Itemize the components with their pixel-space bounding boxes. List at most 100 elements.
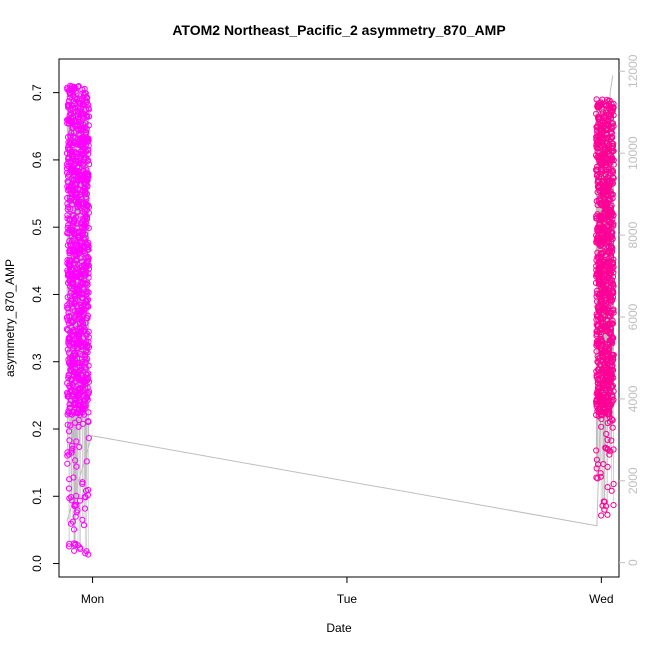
data-point xyxy=(609,174,617,181)
data-point xyxy=(85,409,92,416)
data-point xyxy=(610,306,617,313)
right-axis-trend-line xyxy=(66,75,614,527)
data-point xyxy=(604,463,611,470)
data-point xyxy=(605,304,612,311)
data-point xyxy=(598,415,605,423)
data-point xyxy=(84,396,91,403)
data-point xyxy=(74,203,82,210)
x-axis: Mon Tue Wed xyxy=(81,577,614,606)
data-point xyxy=(604,484,611,491)
data-point xyxy=(68,318,75,325)
data-point xyxy=(606,451,613,458)
data-point xyxy=(610,140,617,147)
data-point xyxy=(83,280,90,287)
data-point xyxy=(64,452,71,459)
data-point xyxy=(609,417,616,424)
y-left-tick-label: 0.3 xyxy=(30,353,44,370)
data-point xyxy=(70,526,78,533)
x-tick-label: Wed xyxy=(589,592,613,606)
data-point xyxy=(85,255,92,262)
data-point xyxy=(602,503,610,510)
data-point xyxy=(82,231,89,238)
y-left-tick-label: 0.0 xyxy=(30,555,44,572)
data-point xyxy=(608,487,615,494)
data-point xyxy=(81,505,89,512)
data-point xyxy=(85,106,93,113)
data-point xyxy=(610,123,617,130)
data-point xyxy=(78,365,85,372)
data-point xyxy=(84,296,92,303)
data-point xyxy=(65,309,72,316)
y-left-tick-label: 0.6 xyxy=(30,151,44,168)
scatter-points xyxy=(63,82,617,558)
data-point xyxy=(66,382,73,389)
data-point xyxy=(64,421,71,428)
y-right-tick-label: 2000 xyxy=(626,467,640,494)
data-point xyxy=(608,248,616,255)
data-point xyxy=(85,303,92,310)
data-point xyxy=(85,262,92,269)
data-point xyxy=(610,354,617,361)
data-point xyxy=(610,309,617,316)
data-point xyxy=(76,443,83,451)
data-point xyxy=(72,150,79,158)
y-axis-right: 0 2000 4000 6000 8000 10000 12000 xyxy=(619,54,640,566)
data-point xyxy=(609,143,617,150)
data-point xyxy=(72,214,80,221)
data-point xyxy=(85,370,92,377)
data-point xyxy=(69,445,76,452)
data-point xyxy=(610,161,617,168)
data-point xyxy=(86,161,93,168)
data-point xyxy=(609,424,616,431)
data-point xyxy=(85,435,92,442)
data-point xyxy=(77,366,84,373)
data-point xyxy=(610,290,617,297)
data-point xyxy=(85,173,92,180)
data-point xyxy=(67,422,74,429)
data-point xyxy=(84,315,91,322)
data-point xyxy=(79,320,87,327)
data-point xyxy=(65,485,73,492)
data-point xyxy=(607,112,614,119)
data-point xyxy=(598,338,606,345)
data-point xyxy=(74,83,82,90)
data-point xyxy=(85,334,92,341)
data-point xyxy=(68,300,75,307)
data-point xyxy=(85,243,92,250)
data-point xyxy=(71,350,78,357)
data-point xyxy=(610,446,617,453)
data-point xyxy=(65,428,73,435)
y-left-tick-label: 0.2 xyxy=(30,420,44,437)
data-point xyxy=(610,256,617,263)
data-point xyxy=(609,156,616,163)
data-point xyxy=(73,374,80,381)
data-point xyxy=(610,502,617,509)
data-point xyxy=(72,351,80,358)
data-point xyxy=(610,283,617,290)
data-point xyxy=(85,551,92,558)
data-point xyxy=(66,401,73,408)
data-point xyxy=(610,351,617,359)
data-point xyxy=(71,216,78,223)
data-point xyxy=(80,522,88,529)
data-point xyxy=(84,342,92,349)
data-point xyxy=(78,388,86,395)
data-point xyxy=(67,405,74,412)
data-point xyxy=(593,474,600,481)
data-point xyxy=(609,120,617,127)
data-point xyxy=(610,100,617,107)
data-point xyxy=(68,497,75,504)
data-point xyxy=(85,122,92,129)
data-point xyxy=(610,112,617,119)
data-point xyxy=(65,98,73,105)
data-point xyxy=(74,507,81,514)
data-point xyxy=(608,416,615,423)
data-point xyxy=(85,146,92,154)
data-point xyxy=(85,246,92,253)
data-point xyxy=(69,518,77,525)
data-point xyxy=(75,83,82,90)
data-point xyxy=(601,498,608,505)
data-point xyxy=(73,463,80,470)
data-point xyxy=(604,436,611,443)
